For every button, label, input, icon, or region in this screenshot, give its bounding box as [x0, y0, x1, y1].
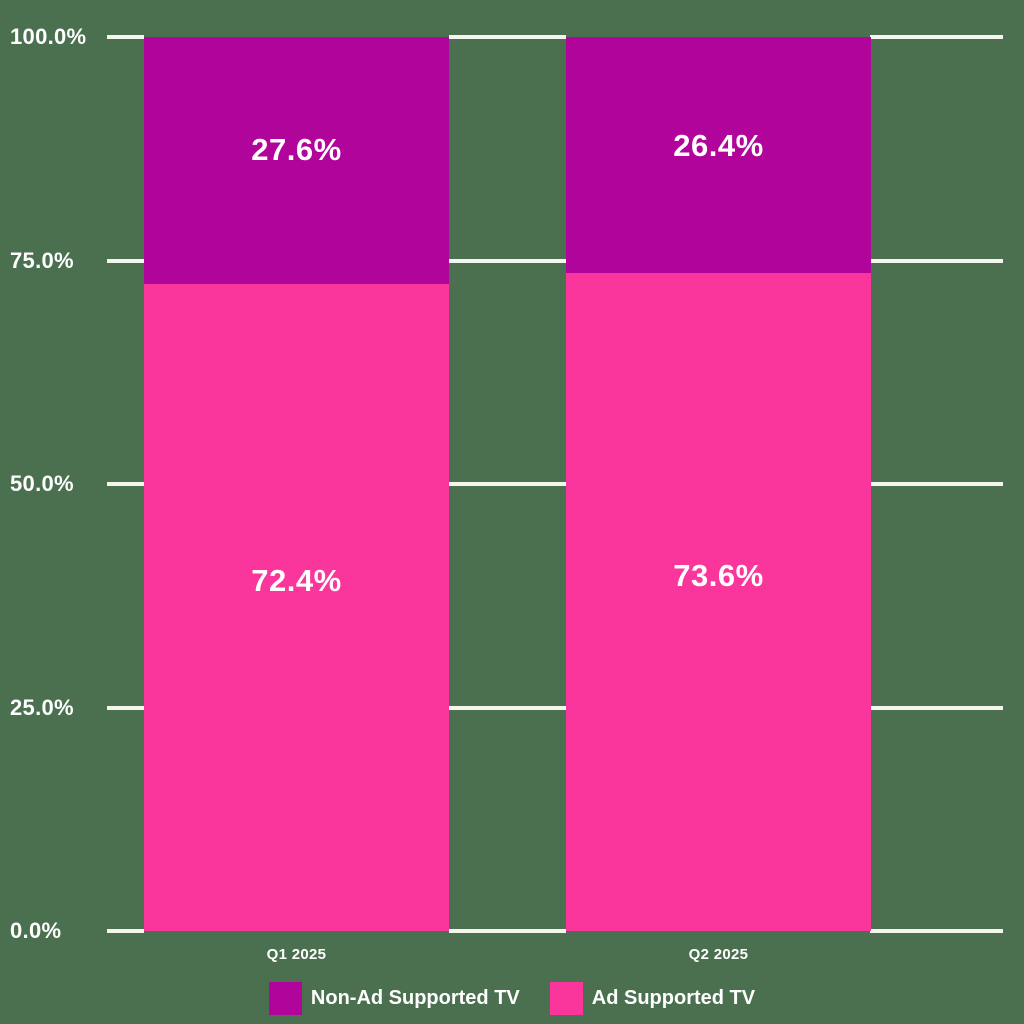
gridline-segment	[107, 482, 144, 486]
bar-value-label: 72.4%	[251, 563, 342, 599]
gridline-segment	[870, 705, 1003, 710]
gridline-segment	[449, 35, 566, 39]
legend-item-ad-supported-tv: Ad Supported TV	[549, 982, 756, 1015]
gridline-segment	[870, 258, 1003, 263]
gridline-segment	[449, 705, 566, 710]
legend-swatch	[549, 982, 583, 1015]
x-axis-category-label: Q2 2025	[688, 946, 749, 963]
bar-segment-non-ad-supported-tv: 27.6%	[144, 37, 449, 284]
gridline-segment	[107, 258, 144, 263]
gridline-segment	[449, 929, 566, 933]
legend: Non-Ad Supported TV Ad Supported TV	[0, 982, 1024, 1015]
bar-segment-non-ad-supported-tv: 26.4%	[566, 37, 871, 274]
legend-label: Ad Supported TV	[591, 987, 756, 1009]
bar-segment-ad-supported-tv: 72.4%	[144, 283, 449, 931]
gridline-segment	[870, 929, 1003, 933]
legend-swatch	[268, 982, 302, 1015]
y-axis-tick-label: 100.0%	[10, 24, 87, 49]
gridline-segment	[107, 929, 144, 933]
x-axis-category-label: Q1 2025	[266, 946, 327, 963]
bar-value-label: 27.6%	[251, 132, 342, 168]
bar-segment-ad-supported-tv: 73.6%	[566, 273, 871, 931]
gridline-segment	[449, 258, 566, 263]
bar-value-label: 73.6%	[673, 557, 764, 593]
y-axis-tick-label: 0.0%	[10, 918, 62, 943]
gridline-segment	[870, 35, 1003, 39]
legend-label: Non-Ad Supported TV	[310, 987, 520, 1009]
gridline-segment	[870, 482, 1003, 486]
gridline-segment	[449, 482, 566, 486]
y-axis-tick-label: 25.0%	[10, 694, 74, 720]
y-axis-tick-label: 75.0%	[10, 247, 74, 273]
legend-item-non-ad-supported-tv: Non-Ad Supported TV	[268, 982, 520, 1015]
y-axis-tick-label: 50.0%	[10, 471, 74, 496]
gridline-segment	[107, 705, 144, 710]
bar-value-label: 26.4%	[673, 127, 764, 163]
gridline-segment	[107, 35, 144, 39]
